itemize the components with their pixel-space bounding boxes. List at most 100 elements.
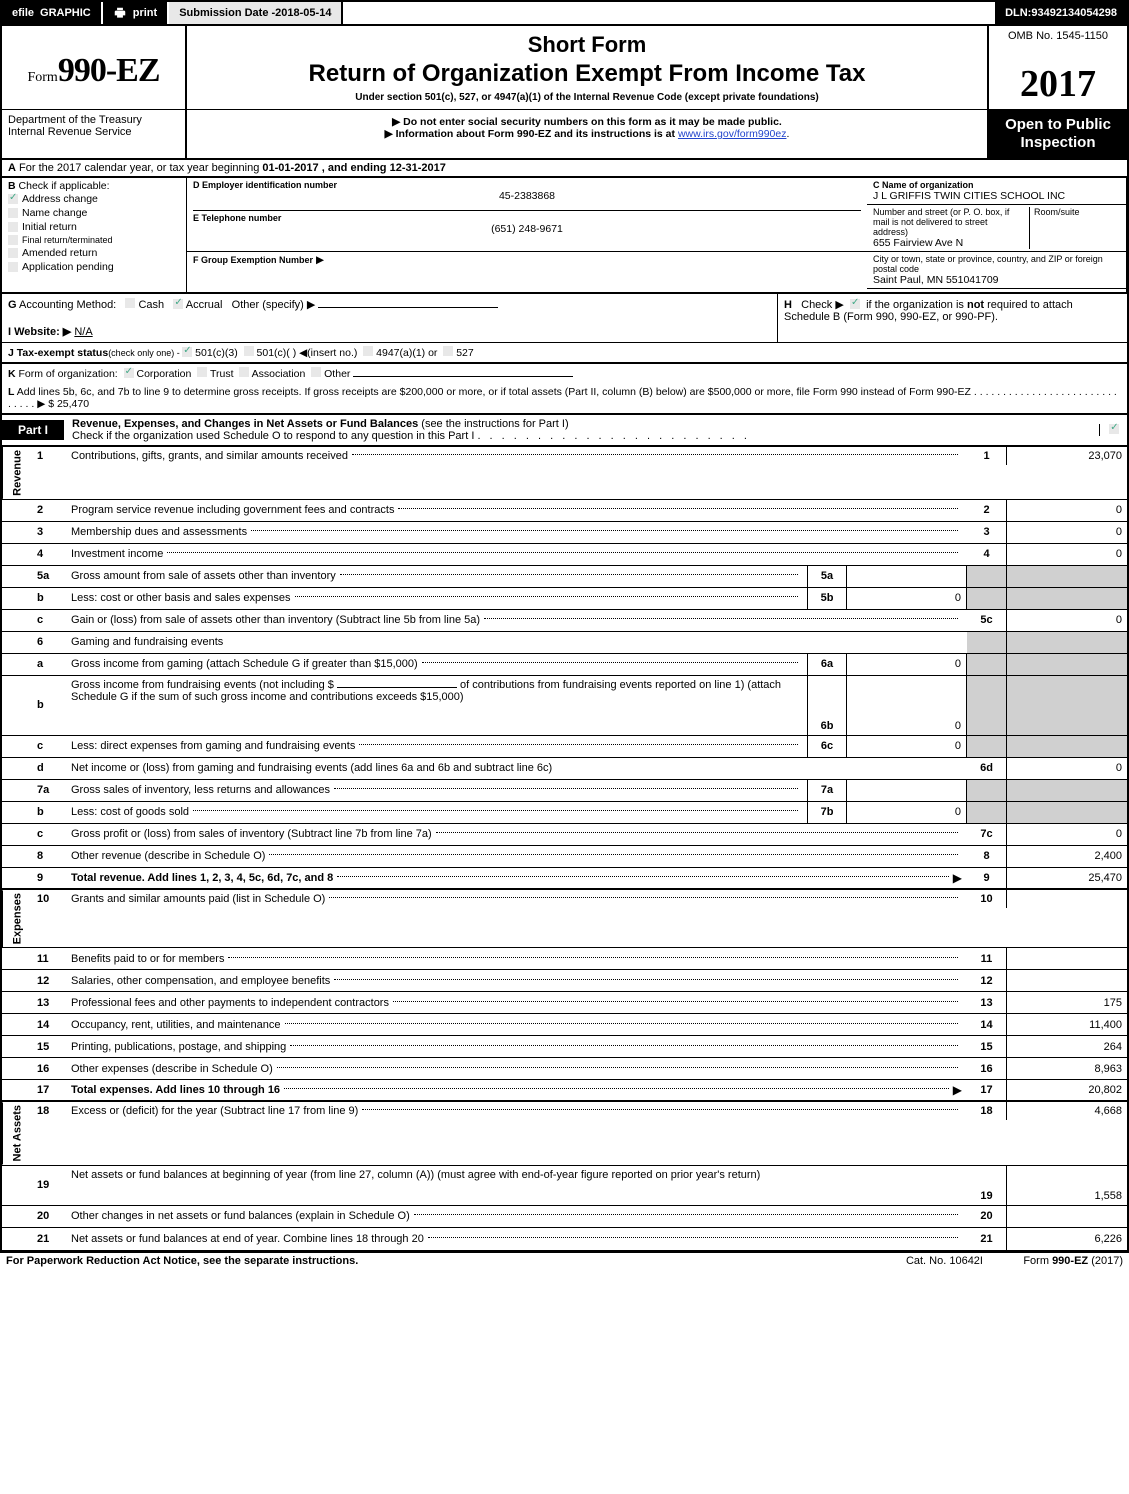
line-17-box: 17 xyxy=(967,1080,1007,1100)
footer-left: For Paperwork Reduction Act Notice, see … xyxy=(6,1255,906,1267)
line-19-box: 19 xyxy=(967,1166,1007,1205)
l-amount: $ 25,470 xyxy=(48,398,89,410)
h-check-label: Check ▶ xyxy=(801,299,844,311)
line-7a-mval xyxy=(847,780,967,801)
line-6a-rval xyxy=(1007,654,1127,675)
checkbox-accrual[interactable] xyxy=(173,299,183,309)
line-12-desc: Salaries, other compensation, and employ… xyxy=(66,970,967,991)
line-12: 12 Salaries, other compensation, and emp… xyxy=(2,970,1127,992)
checkbox-501c3[interactable] xyxy=(182,347,192,357)
line-2: 2 Program service revenue including gove… xyxy=(2,500,1127,522)
irs-link[interactable]: www.irs.gov/form990ez xyxy=(678,128,787,140)
line-6d: d Net income or (loss) from gaming and f… xyxy=(2,758,1127,780)
sidebar-revenue: Revenue xyxy=(2,447,32,499)
checkbox-association[interactable] xyxy=(239,367,249,377)
part-1-label: Part I xyxy=(2,420,64,440)
main-title: Return of Organization Exempt From Incom… xyxy=(195,60,979,88)
line-7b-rval xyxy=(1007,802,1127,823)
501c3-label: 501(c)(3) xyxy=(195,347,238,359)
checkbox-other-org[interactable] xyxy=(311,367,321,377)
line-1-val: 23,070 xyxy=(1007,447,1127,465)
line-5a: 5a Gross amount from sale of assets othe… xyxy=(2,566,1127,588)
line-12-box: 12 xyxy=(967,970,1007,991)
line-6b-num: b xyxy=(32,676,66,735)
line-9-box: 9 xyxy=(967,868,1007,888)
527-label: 527 xyxy=(456,347,474,359)
line-13-num: 13 xyxy=(32,992,66,1013)
checkbox-name-change[interactable] xyxy=(8,208,18,218)
line-14-desc: Occupancy, rent, utilities, and maintena… xyxy=(66,1014,967,1035)
4947-label: 4947(a)(1) or xyxy=(376,347,437,359)
line-15-num: 15 xyxy=(32,1036,66,1057)
tax-year: 2017 xyxy=(987,58,1127,109)
other-org-input[interactable] xyxy=(353,376,573,377)
submission-label: Submission Date - xyxy=(179,7,275,19)
part-1-check-cell xyxy=(1099,424,1127,436)
line-11: 11 Benefits paid to or for members 11 xyxy=(2,948,1127,970)
checkbox-initial-return[interactable] xyxy=(8,222,18,232)
part-1-check-text: Check if the organization used Schedule … xyxy=(72,430,474,442)
6b-blank[interactable] xyxy=(337,687,457,688)
line-6c-rbox xyxy=(967,736,1007,757)
open-to-public: Open to Public Inspection xyxy=(987,109,1127,158)
footer-form-pre: Form xyxy=(1023,1255,1052,1267)
checkbox-final-return[interactable] xyxy=(8,235,18,245)
line-6d-num: d xyxy=(32,758,66,779)
h-text2: if the organization is xyxy=(866,299,967,311)
omb-number: OMB No. 1545-1150 xyxy=(987,26,1127,58)
checkbox-527[interactable] xyxy=(443,346,453,356)
line-5a-num: 5a xyxy=(32,566,66,587)
room-suite-label: Room/suite xyxy=(1030,207,1120,249)
line-6a-num: a xyxy=(32,654,66,675)
assoc-label: Association xyxy=(252,368,306,380)
line-18-box: 18 xyxy=(967,1102,1007,1120)
checkbox-application-pending[interactable] xyxy=(8,262,18,272)
h-letter: H xyxy=(784,299,792,311)
line-19-desc: Net assets or fund balances at beginning… xyxy=(66,1166,967,1205)
arrow-2: ▶ Information about Form 990-EZ and its … xyxy=(195,128,979,140)
line-6d-desc: Net income or (loss) from gaming and fun… xyxy=(66,758,967,779)
line-7a-rval xyxy=(1007,780,1127,801)
checkbox-corporation[interactable] xyxy=(124,368,134,378)
k-letter: K xyxy=(8,368,16,380)
line-7a: 7a Gross sales of inventory, less return… xyxy=(2,780,1127,802)
checkbox-address-change[interactable] xyxy=(8,194,18,204)
checkbox-amended-return[interactable] xyxy=(8,248,18,258)
line-5b-rval xyxy=(1007,588,1127,609)
checkbox-schedule-b[interactable] xyxy=(850,299,860,309)
efile-button[interactable]: efile GRAPHIC xyxy=(2,2,103,24)
line-15-desc: Printing, publications, postage, and shi… xyxy=(66,1036,967,1057)
line-13-val: 175 xyxy=(1007,992,1127,1013)
topbar-spacer xyxy=(343,2,995,24)
form-prefix: Form xyxy=(27,70,57,85)
line-20-val xyxy=(1007,1206,1127,1227)
arrow-icon: ▶ xyxy=(953,1083,962,1097)
line-7b-mval: 0 xyxy=(847,802,967,823)
line-6d-val: 0 xyxy=(1007,758,1127,779)
line-15-val: 264 xyxy=(1007,1036,1127,1057)
other-specify-input[interactable] xyxy=(318,307,498,308)
footer-form-bold: 990-EZ xyxy=(1052,1255,1088,1267)
box-f: F Group Exemption Number ▶ xyxy=(187,252,867,293)
line-13-box: 13 xyxy=(967,992,1007,1013)
line-10-box: 10 xyxy=(967,890,1007,908)
part-1-header: Part I Revenue, Expenses, and Changes in… xyxy=(0,415,1129,447)
line-5a-rval xyxy=(1007,566,1127,587)
c-label: C Name of organization xyxy=(873,180,974,190)
line-13-desc: Professional fees and other payments to … xyxy=(66,992,967,1013)
print-button[interactable]: print xyxy=(103,2,169,24)
dln-box: DLN: 93492134054298 xyxy=(995,2,1127,24)
f-label: F Group Exemption Number xyxy=(193,255,313,265)
f-arrow: ▶ xyxy=(316,254,324,266)
checkbox-501c[interactable] xyxy=(244,346,254,356)
ledger-table: Revenue 1 Contributions, gifts, grants, … xyxy=(0,447,1129,1252)
checkbox-cash[interactable] xyxy=(125,298,135,308)
line-10-val xyxy=(1007,890,1127,908)
checkbox-schedule-o[interactable] xyxy=(1109,424,1119,434)
row-a: A For the 2017 calendar year, or tax yea… xyxy=(0,160,1129,178)
page-footer: For Paperwork Reduction Act Notice, see … xyxy=(0,1252,1129,1269)
checkbox-trust[interactable] xyxy=(197,367,207,377)
box-g-i: G Accounting Method: Cash Accrual Other … xyxy=(2,294,777,342)
submission-value: 2018-05-14 xyxy=(275,7,331,19)
checkbox-4947[interactable] xyxy=(363,346,373,356)
